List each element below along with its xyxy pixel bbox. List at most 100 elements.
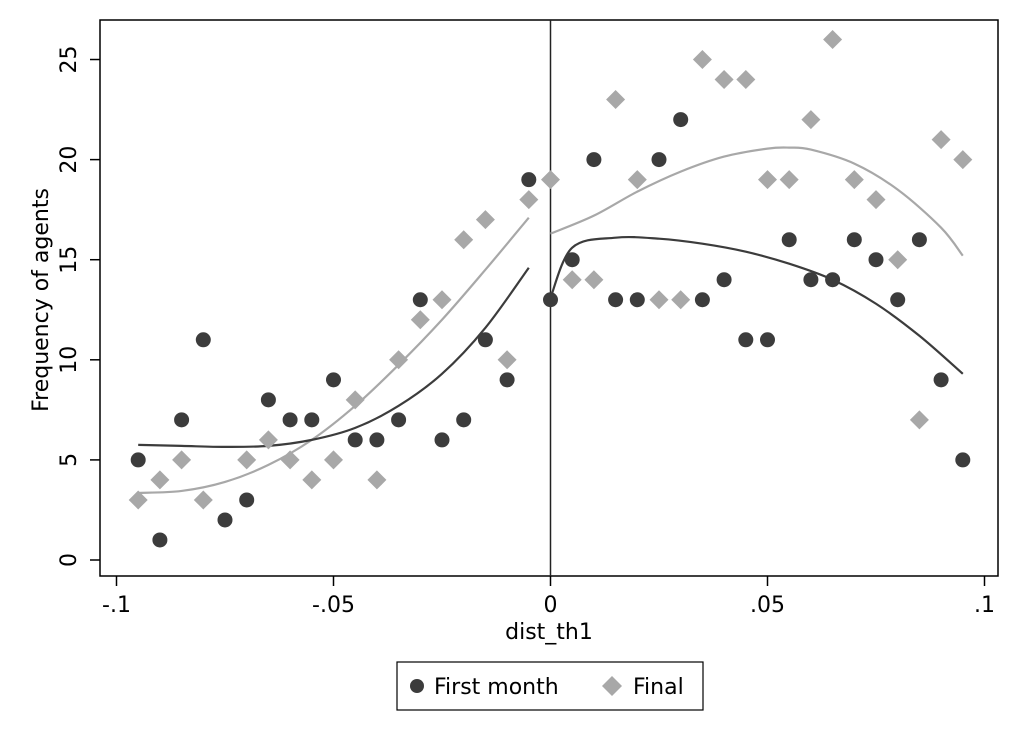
point-first-month [282,412,298,428]
y-tick-label: 10 [57,346,82,374]
point-first-month [499,372,515,388]
y-tick-label: 25 [57,46,82,74]
legend-marker-final [602,676,622,696]
x-tick-label: 0 [544,593,558,618]
point-first-month [846,232,862,248]
point-final [779,170,799,190]
point-first-month [391,412,407,428]
point-first-month [456,412,472,428]
point-first-month [911,232,927,248]
point-first-month [738,332,754,348]
legend-box [396,661,704,711]
point-first-month [716,272,732,288]
data-points [128,30,973,548]
point-first-month [608,292,624,308]
point-final [953,150,973,170]
point-final [909,410,929,430]
fit-line-first-month-left [138,267,530,448]
point-first-month [326,372,341,388]
point-final [844,170,864,190]
x-tick-label: -.05 [312,593,355,618]
point-final [736,70,756,90]
point-final [931,130,951,150]
point-final [345,390,365,410]
y-tick-label: 5 [57,453,82,467]
point-final [541,170,560,190]
fit-line-final-left [138,216,530,495]
point-final [367,470,387,490]
point-first-month [673,112,689,128]
point-first-month [564,252,580,268]
x-axis: -.1 -.05 0 .05 .1 [102,576,995,618]
y-tick-label: 20 [57,146,82,174]
point-final [497,350,517,370]
point-first-month [239,492,255,508]
point-final [888,250,908,270]
point-first-month [694,292,710,308]
legend-label-final: Final [633,675,684,700]
fit-line-first-month-right [549,235,964,375]
point-first-month [195,332,211,348]
point-first-month [477,332,493,348]
point-first-month [130,452,146,468]
point-first-month [304,412,320,428]
y-axis-label: Frequency of agents [29,188,54,412]
point-final [758,170,777,190]
point-final [649,290,669,310]
point-first-month [347,432,363,448]
point-final [519,190,539,210]
point-first-month [890,292,906,308]
point-first-month [629,292,645,308]
fit-lines [138,146,964,495]
point-final [324,450,343,470]
point-first-month [174,412,190,428]
x-axis-label: dist_th1 [505,620,593,645]
point-final [128,490,148,510]
point-final [692,50,712,70]
x-tick-label: -.1 [102,593,131,618]
point-final [475,210,495,230]
y-tick-label: 0 [57,553,82,567]
point-final [302,470,322,490]
point-final [150,470,170,490]
y-tick-label: 15 [57,246,82,274]
point-final [432,290,452,310]
point-final [237,450,257,470]
point-first-month [369,432,385,448]
legend-label-first-month: First month [434,675,559,700]
point-first-month [217,512,233,528]
point-first-month [586,152,602,168]
point-final [627,170,647,190]
point-final [584,270,604,290]
point-first-month [760,332,775,348]
point-final [823,30,843,49]
point-final [389,350,409,370]
point-first-month [543,292,558,308]
point-final [172,450,192,470]
point-first-month [412,292,428,308]
point-first-month [781,232,797,248]
point-first-month [933,372,949,388]
point-final [258,430,278,450]
point-final [562,270,582,290]
point-first-month [260,392,276,408]
point-first-month [803,272,819,288]
point-final [606,90,626,110]
point-first-month [868,252,884,268]
point-final [714,70,734,90]
point-first-month [955,452,971,468]
point-first-month [825,272,841,288]
point-first-month [152,532,168,548]
point-final [866,190,886,210]
point-final [410,310,430,330]
point-first-month [434,432,450,448]
plot-frame [99,19,999,577]
point-first-month [521,172,537,188]
point-final [801,110,821,130]
legend: First month Final [396,661,704,711]
x-tick-label: .1 [974,593,995,618]
point-first-month [651,152,667,168]
point-final [454,230,474,250]
